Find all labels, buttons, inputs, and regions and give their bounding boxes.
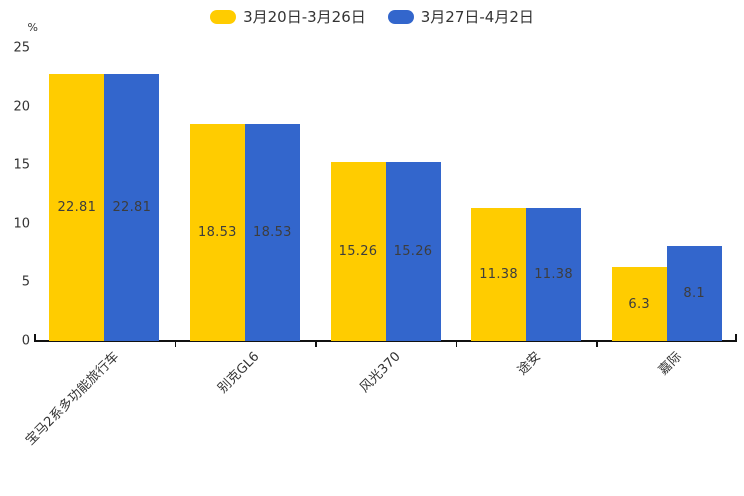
x-category-label: 宝马2系多功能旅行车	[23, 349, 123, 449]
chart-legend: 3月20日-3月26日 3月27日-4月2日	[0, 6, 744, 28]
legend-swatch-icon	[387, 10, 414, 24]
bar-value-label: 11.38	[479, 266, 518, 282]
x-category-label: 风光370	[356, 349, 404, 396]
x-axis-tick	[315, 342, 317, 347]
bar-series-1-cat-4[interactable]: 8.1	[666, 246, 722, 341]
y-tick-label: 10	[13, 216, 30, 232]
y-tick-label: 25	[13, 40, 30, 56]
y-axis-unit-label: %	[27, 21, 38, 34]
bar-value-label: 8.1	[683, 286, 705, 302]
legend-item-series-0[interactable]: 3月20日-3月26日	[210, 7, 366, 26]
y-tick-label: 0	[21, 333, 30, 349]
x-category-label: 嘉际	[655, 349, 685, 379]
legend-swatch-icon	[210, 10, 237, 24]
legend-item-series-1[interactable]: 3月27日-4月2日	[387, 7, 534, 26]
bar-series-1-cat-1[interactable]: 18.53	[244, 124, 300, 341]
bar-series-0-cat-4[interactable]: 6.3	[611, 267, 667, 341]
x-category-label: 别克GL6	[215, 349, 263, 397]
bar-value-label: 6.3	[628, 296, 650, 312]
x-axis-endcap	[735, 334, 737, 340]
bar-series-1-cat-0[interactable]: 22.81	[104, 73, 160, 341]
bar-value-label: 11.38	[534, 266, 573, 282]
bar-value-label: 22.81	[57, 199, 97, 215]
y-tick-label: 15	[13, 157, 30, 173]
x-axis-line	[34, 340, 737, 342]
x-axis-tick	[596, 342, 598, 347]
legend-label: 3月20日-3月26日	[243, 7, 366, 26]
x-axis-tick	[455, 342, 458, 347]
y-tick-label: 5	[21, 274, 30, 290]
bar-value-label: 18.53	[198, 225, 237, 241]
legend-label: 3月27日-4月2日	[420, 7, 534, 26]
bar-value-label: 18.53	[253, 225, 292, 241]
bar-value-label: 15.26	[338, 244, 378, 260]
bar-series-0-cat-3[interactable]: 11.38	[471, 207, 527, 341]
x-category-label: 途安	[515, 349, 545, 379]
bar-value-label: 22.81	[112, 199, 152, 215]
bar-series-0-cat-2[interactable]: 15.26	[330, 162, 386, 341]
bar-series-1-cat-3[interactable]: 11.38	[526, 207, 582, 341]
bar-value-label: 15.26	[393, 244, 433, 260]
bar-series-0-cat-0[interactable]: 22.81	[49, 73, 105, 341]
x-axis-tick	[174, 342, 177, 347]
y-tick-label: 20	[13, 99, 30, 115]
bar-series-0-cat-1[interactable]: 18.53	[189, 124, 245, 341]
bar-series-1-cat-2[interactable]: 15.26	[385, 162, 441, 341]
x-axis-endcap	[34, 334, 36, 340]
